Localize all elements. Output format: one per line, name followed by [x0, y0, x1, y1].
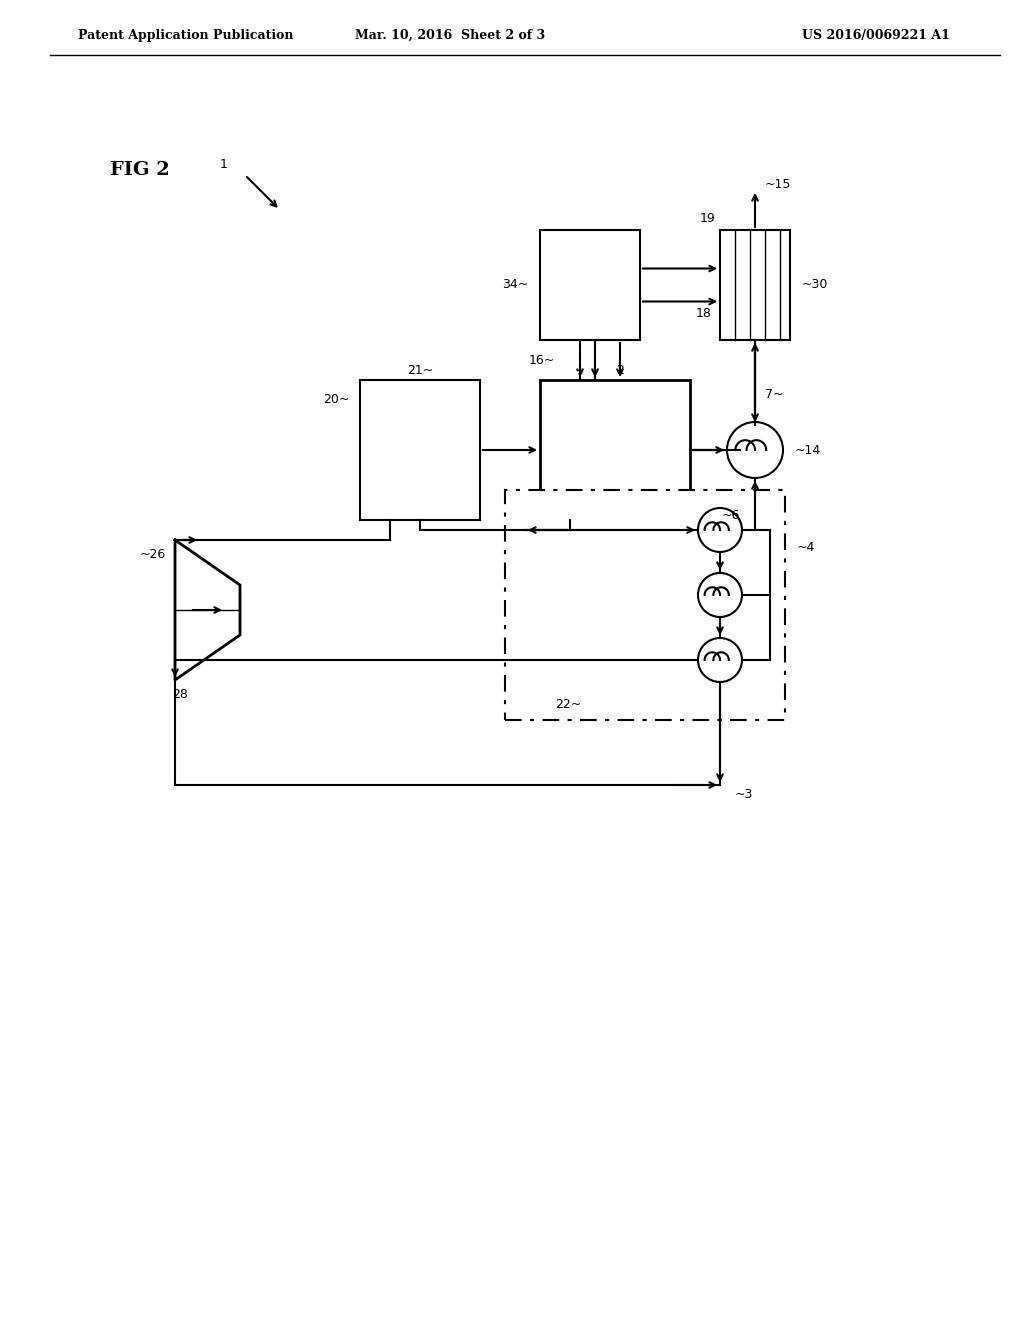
- Bar: [360, 380, 480, 520]
- Text: 34~: 34~: [502, 279, 528, 292]
- Text: ~4: ~4: [797, 541, 815, 554]
- Text: 28: 28: [172, 689, 188, 701]
- Text: 18: 18: [696, 308, 712, 319]
- Text: Mar. 10, 2016  Sheet 2 of 3: Mar. 10, 2016 Sheet 2 of 3: [355, 29, 545, 41]
- Text: ~30: ~30: [802, 279, 828, 292]
- Text: 19: 19: [699, 211, 715, 224]
- Text: 7~: 7~: [765, 388, 783, 401]
- Bar: [720, 230, 790, 341]
- Bar: [540, 230, 640, 341]
- Text: ~6: ~6: [722, 508, 740, 521]
- Text: US 2016/0069221 A1: US 2016/0069221 A1: [802, 29, 950, 41]
- Text: FIG 2: FIG 2: [110, 161, 170, 180]
- Text: 2: 2: [616, 363, 624, 376]
- Text: 16~: 16~: [528, 354, 555, 367]
- Bar: [540, 380, 690, 520]
- Text: 22~: 22~: [555, 698, 582, 711]
- Text: 21~: 21~: [407, 363, 433, 376]
- Text: ~26: ~26: [140, 549, 166, 561]
- Text: 20~: 20~: [324, 393, 350, 407]
- Bar: [505, 490, 785, 719]
- Text: 1: 1: [220, 158, 228, 172]
- Text: Patent Application Publication: Patent Application Publication: [78, 29, 294, 41]
- Text: ~3: ~3: [735, 788, 754, 801]
- Text: ~15: ~15: [765, 178, 792, 191]
- Text: ~14: ~14: [795, 444, 821, 457]
